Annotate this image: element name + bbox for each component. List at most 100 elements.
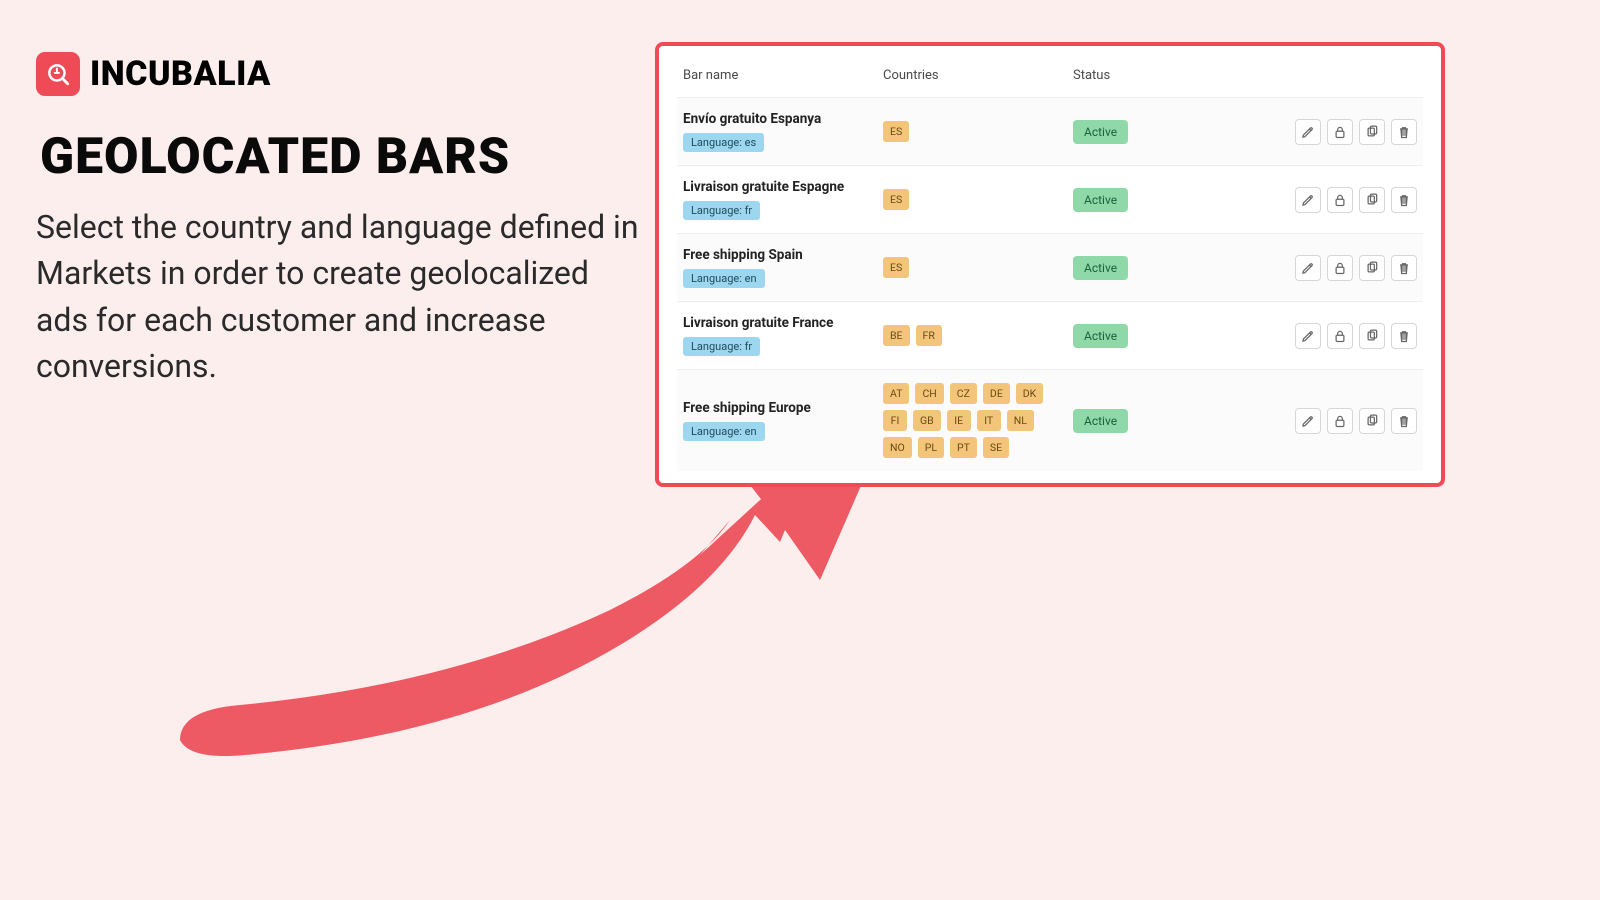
country-chip: CH — [915, 383, 943, 404]
delete-icon — [1397, 329, 1411, 343]
countries-cell: ES — [883, 189, 1063, 210]
language-badge: Language: es — [683, 133, 764, 152]
page-body: Select the country and language defined … — [36, 204, 646, 390]
lock-icon — [1333, 414, 1347, 428]
country-chip: DE — [983, 383, 1010, 404]
delete-button[interactable] — [1391, 119, 1417, 145]
countries-cell: ES — [883, 257, 1063, 278]
country-chip: IT — [977, 410, 1001, 431]
language-badge: Language: fr — [683, 201, 760, 220]
edit-icon — [1301, 261, 1315, 275]
edit-icon — [1301, 125, 1315, 139]
copy-icon — [1365, 125, 1379, 139]
lock-button[interactable] — [1327, 408, 1353, 434]
country-chip: SE — [983, 437, 1009, 458]
lock-button[interactable] — [1327, 187, 1353, 213]
bar-name: Free shipping Spain — [683, 247, 883, 263]
country-chip: DK — [1016, 383, 1043, 404]
bars-table-card: Bar name Countries Status Envío gratuito… — [655, 42, 1445, 487]
brand-logo: INCUBALIA — [36, 52, 271, 96]
row-actions — [1243, 119, 1417, 145]
callout-arrow — [170, 460, 890, 790]
delete-icon — [1397, 414, 1411, 428]
table-row: Free shipping Spain Language: en ES Active — [677, 233, 1423, 301]
table-row: Livraison gratuite France Language: fr BE F… — [677, 301, 1423, 369]
country-chip: PL — [918, 437, 944, 458]
bar-name: Free shipping Europe — [683, 400, 883, 416]
lock-icon — [1333, 193, 1347, 207]
delete-icon — [1397, 261, 1411, 275]
edit-icon — [1301, 414, 1315, 428]
copy-button[interactable] — [1359, 119, 1385, 145]
language-badge: Language: fr — [683, 337, 760, 356]
status-badge: Active — [1073, 409, 1128, 433]
edit-icon — [1301, 193, 1315, 207]
status-badge: Active — [1073, 120, 1128, 144]
edit-icon — [1301, 329, 1315, 343]
copy-button[interactable] — [1359, 408, 1385, 434]
country-chip: FI — [883, 410, 907, 431]
copy-icon — [1365, 329, 1379, 343]
countries-cell: AT CH CZ DE DK FI GB IE IT NL NO PL PT SE — [883, 383, 1063, 458]
countries-cell: ES — [883, 121, 1063, 142]
row-actions — [1243, 255, 1417, 281]
row-actions — [1243, 408, 1417, 434]
row-actions — [1243, 187, 1417, 213]
language-badge: Language: en — [683, 269, 765, 288]
delete-icon — [1397, 193, 1411, 207]
country-chip: ES — [883, 257, 909, 278]
language-badge: Language: en — [683, 422, 765, 441]
edit-button[interactable] — [1295, 187, 1321, 213]
edit-button[interactable] — [1295, 255, 1321, 281]
country-chip: NO — [883, 437, 912, 458]
country-chip: AT — [883, 383, 909, 404]
edit-button[interactable] — [1295, 323, 1321, 349]
status-badge: Active — [1073, 188, 1128, 212]
delete-button[interactable] — [1391, 323, 1417, 349]
copy-button[interactable] — [1359, 255, 1385, 281]
country-chip: PT — [950, 437, 977, 458]
col-header-status: Status — [1073, 68, 1243, 83]
countries-cell: BE FR — [883, 325, 1063, 346]
brand-name: INCUBALIA — [90, 54, 271, 94]
status-badge: Active — [1073, 256, 1128, 280]
country-chip: ES — [883, 121, 909, 142]
lightbulb-search-icon — [45, 61, 71, 87]
edit-button[interactable] — [1295, 408, 1321, 434]
lock-button[interactable] — [1327, 119, 1353, 145]
lock-button[interactable] — [1327, 323, 1353, 349]
table-row: Livraison gratuite Espagne Language: fr ES… — [677, 165, 1423, 233]
bar-name: Livraison gratuite France — [683, 315, 883, 331]
table-row: Free shipping Europe Language: en AT CH CZ DE… — [677, 369, 1423, 471]
table-header: Bar name Countries Status — [677, 60, 1423, 97]
delete-button[interactable] — [1391, 408, 1417, 434]
country-chip: GB — [913, 410, 941, 431]
lock-icon — [1333, 125, 1347, 139]
bar-name: Livraison gratuite Espagne — [683, 179, 883, 195]
country-chip: ES — [883, 189, 909, 210]
delete-button[interactable] — [1391, 187, 1417, 213]
delete-button[interactable] — [1391, 255, 1417, 281]
edit-button[interactable] — [1295, 119, 1321, 145]
brand-mark — [36, 52, 80, 96]
copy-icon — [1365, 193, 1379, 207]
copy-button[interactable] — [1359, 323, 1385, 349]
copy-button[interactable] — [1359, 187, 1385, 213]
bar-name: Envío gratuito Espanya — [683, 111, 883, 127]
col-header-countries: Countries — [883, 68, 1073, 83]
lock-icon — [1333, 261, 1347, 275]
delete-icon — [1397, 125, 1411, 139]
copy-icon — [1365, 414, 1379, 428]
table-row: Envío gratuito Espanya Language: es ES Acti… — [677, 97, 1423, 165]
lock-button[interactable] — [1327, 255, 1353, 281]
country-chip: NL — [1007, 410, 1034, 431]
country-chip: FR — [916, 325, 942, 346]
page-headline: GEOLOCATED BARS — [40, 128, 510, 186]
country-chip: IE — [947, 410, 971, 431]
col-header-name: Bar name — [683, 68, 883, 83]
copy-icon — [1365, 261, 1379, 275]
country-chip: CZ — [950, 383, 977, 404]
country-chip: BE — [883, 325, 910, 346]
status-badge: Active — [1073, 324, 1128, 348]
lock-icon — [1333, 329, 1347, 343]
